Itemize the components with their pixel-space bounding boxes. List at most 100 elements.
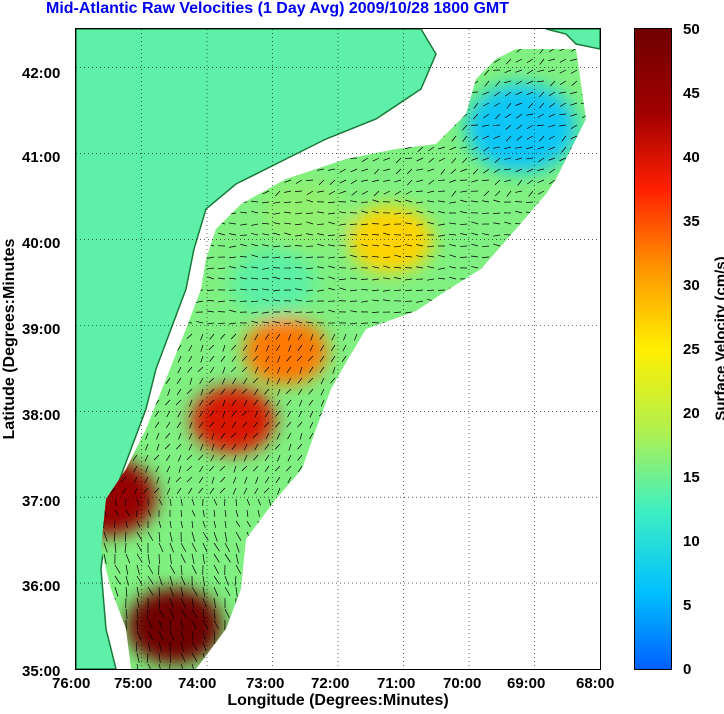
velocity-arrow [565,586,570,597]
velocity-arrow [496,366,501,374]
velocity-arrow [263,179,270,186]
velocity-arrow [307,355,314,362]
velocity-arrow [222,344,226,352]
velocity-arrow [301,608,304,619]
velocity-arrow [451,432,457,439]
velocity-arrow [166,344,171,352]
velocity-arrow [429,454,435,461]
velocity-arrow [221,377,226,385]
velocity-arrow [268,586,275,596]
velocity-arrow [444,597,447,608]
velocity-arrow [180,542,187,552]
velocity-arrow [394,254,402,258]
velocity-arrow [312,630,319,640]
velocity-arrow [559,289,567,292]
velocity-arrow [372,244,380,247]
velocity-arrow [219,487,226,494]
velocity-arrow [537,266,545,269]
velocity-arrow [372,278,380,281]
velocity-arrow [594,180,599,185]
velocity-arrow [372,157,380,162]
velocity-arrow [366,586,369,598]
velocity-arrow [207,256,215,259]
velocity-arrow [288,344,292,352]
velocity-arrow [528,421,534,428]
velocity-arrow [373,146,380,152]
velocity-arrow [471,310,479,313]
velocity-arrow [394,245,402,248]
velocity-arrow [189,399,193,407]
velocity-arrow [552,344,556,352]
velocity-arrow [461,157,468,164]
velocity-arrow [177,333,182,341]
velocity-arrow [416,289,424,292]
velocity-arrow [229,245,237,248]
velocity-arrow [287,410,292,418]
velocity-arrow [460,299,468,302]
velocity-arrow [504,244,512,247]
velocity-arrow [396,465,402,473]
velocity-arrow [114,586,119,597]
velocity-arrow [521,663,528,669]
velocity-arrow [438,223,446,226]
velocity-arrow [383,232,391,236]
velocity-arrow [383,168,391,172]
velocity-arrow [430,410,435,418]
velocity-arrow [246,498,251,506]
velocity-arrow [243,443,248,451]
velocity-arrow [220,432,226,439]
velocity-arrow [133,465,138,473]
velocity-arrow [339,244,347,247]
velocity-arrow [340,443,347,449]
velocity-arrow [222,399,226,407]
velocity-arrow [355,597,358,608]
velocity-arrow [147,575,154,585]
velocity-arrow [224,520,227,528]
velocity-arrow [277,487,281,495]
velocity-arrow [474,366,479,374]
velocity-arrow [398,476,402,484]
velocity-arrow [301,663,306,669]
velocity-arrow [482,91,490,95]
velocity-arrow [419,388,424,396]
velocity-arrow [199,377,204,385]
velocity-arrow [307,465,314,472]
velocity-arrow [362,410,369,417]
velocity-arrow [596,356,599,362]
velocity-arrow [541,355,545,363]
velocity-arrow [572,388,578,395]
colorbar-tick-label: 35 [683,213,700,230]
velocity-arrow [463,399,468,407]
velocity-arrow [394,212,402,215]
velocity-arrow [471,157,479,161]
velocity-arrow [519,377,523,385]
velocity-arrow [428,377,435,384]
velocity-arrow [301,652,307,663]
velocity-arrow [433,575,438,586]
velocity-arrow [483,190,490,197]
velocity-arrow [411,630,414,641]
velocity-arrow [356,641,362,652]
velocity-arrow [485,454,490,462]
velocity-arrow [268,619,275,629]
velocity-arrow [372,210,380,214]
velocity-arrow [378,597,381,608]
velocity-arrow [328,287,336,291]
velocity-arrow [378,663,382,669]
velocity-arrow [328,256,336,259]
velocity-arrow [559,221,567,225]
velocity-arrow [575,630,578,641]
velocity-arrow [449,276,457,280]
velocity-arrow [361,244,369,247]
velocity-arrow [549,102,556,108]
velocity-arrow [438,91,446,96]
velocity-arrow [488,553,490,565]
velocity-arrow [497,344,501,352]
velocity-arrow [213,608,216,619]
velocity-arrow [472,135,479,141]
velocity-arrow [350,254,358,258]
velocity-arrow [539,487,545,495]
velocity-arrow [411,586,417,597]
velocity-arrow [466,619,469,630]
velocity-arrow [455,542,459,553]
